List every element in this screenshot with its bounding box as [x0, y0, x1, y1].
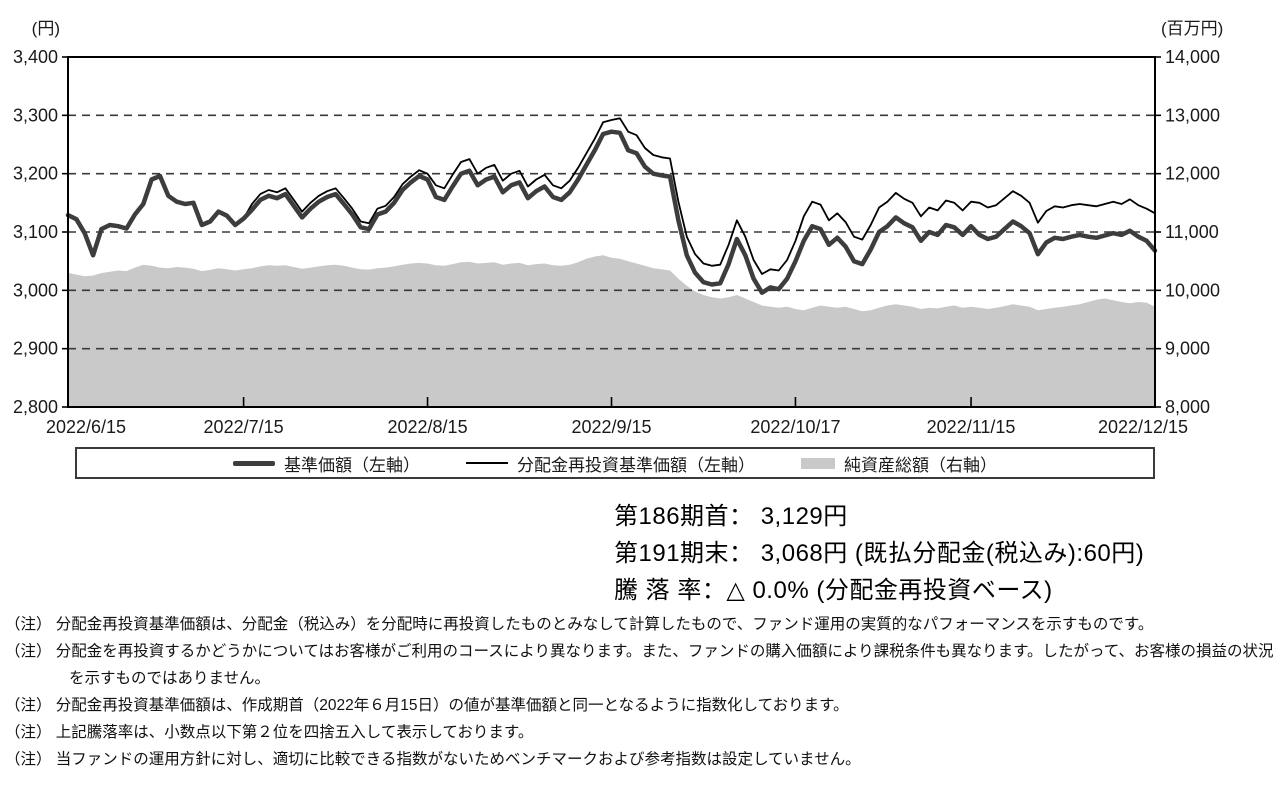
- footnote: （注） 上記騰落率は、小数点以下第２位を四捨五入して表示しております。: [5, 724, 534, 741]
- footnote: （注） 分配金再投資基準価額は、作成期首（2022年６月15日）の値が基準価額と…: [5, 697, 849, 714]
- thick-line-swatch-icon: [233, 460, 275, 466]
- left-axis-tick-label: 3,300: [13, 105, 58, 125]
- left-axis-tick-label: 3,100: [13, 222, 58, 242]
- legend-item-junshisan: 純資産総額（右軸）: [801, 451, 997, 476]
- left-axis-unit-label: (円): [32, 19, 60, 38]
- area-swatch-icon: [801, 457, 835, 469]
- right-axis-tick-label: 8,000: [1165, 397, 1210, 417]
- left-axis-tick-label: 2,900: [13, 339, 58, 359]
- legend-label-saitoushi: 分配金再投資基準価額（左軸）: [517, 455, 755, 475]
- x-axis-tick-label: 2022/11/15: [927, 417, 1016, 437]
- right-axis-tick-label: 14,000: [1165, 47, 1220, 67]
- x-axis-tick-label: 2022/7/15: [204, 417, 284, 437]
- net-assets-area-series: [68, 255, 1155, 407]
- right-axis-unit-label: (百万円): [1161, 19, 1223, 38]
- footnote: （注） 分配金を再投資するかどうかについてはお客様がご利用のコースにより異なりま…: [5, 643, 1274, 687]
- left-axis-tick-label: 3,200: [13, 164, 58, 184]
- summary-return-rate: 騰 落 率：△ 0.0% (分配金再投資ベース): [614, 577, 1053, 604]
- right-axis-tick-label: 9,000: [1165, 339, 1210, 359]
- x-axis-tick-label: 2022/9/15: [571, 417, 651, 437]
- thin-line-swatch-icon: [466, 462, 508, 464]
- legend-item-kijun: 基準価額（左軸）: [233, 451, 420, 476]
- right-axis-tick-label: 10,000: [1165, 280, 1220, 300]
- right-axis-tick-label: 11,000: [1165, 222, 1219, 242]
- chart-legend: 基準価額（左軸） 分配金再投資基準価額（左軸） 純資産総額（右軸）: [75, 447, 1155, 479]
- left-axis-tick-label: 3,400: [13, 47, 58, 67]
- period-summary: 第186期首： 3,129円 第191期末： 3,068円 (既払分配金(税込み…: [614, 498, 1144, 609]
- right-axis-tick-label: 13,000: [1165, 105, 1220, 125]
- footnotes: （注） 分配金再投資基準価額は、分配金（税込み）を分配時に再投資したものとみなし…: [5, 611, 1277, 773]
- legend-item-saitoushi: 分配金再投資基準価額（左軸）: [466, 451, 755, 476]
- legend-label-kijun: 基準価額（左軸）: [284, 455, 420, 475]
- x-axis-tick-label: 2022/6/15: [46, 417, 126, 437]
- legend-label-junshisan: 純資産総額（右軸）: [844, 455, 997, 475]
- x-axis-tick-label: 2022/8/15: [388, 417, 468, 437]
- summary-period-start: 第186期首： 3,129円: [614, 503, 848, 530]
- x-axis-tick-label: 2022/10/17: [750, 417, 840, 437]
- left-axis-tick-label: 2,800: [13, 397, 58, 417]
- summary-period-end: 第191期末： 3,068円 (既払分配金(税込み):60円): [614, 540, 1145, 567]
- footnote: （注） 当ファンドの運用方針に対し、適切に比較できる指数がないためベンチマークお…: [5, 751, 861, 768]
- performance-chart: 3,400 3,300 3,200 3,100 3,000 2,900 2,800 14,00…: [13, 19, 1223, 437]
- reinvested-nav-line-series: [67, 117, 1156, 275]
- x-axis-tick-label: 2022/12/15: [1098, 417, 1188, 437]
- left-axis-tick-label: 3,000: [13, 280, 58, 300]
- nav-line-series: [65, 129, 1158, 295]
- right-axis-tick-label: 12,000: [1165, 164, 1220, 184]
- footnote: （注） 分配金再投資基準価額は、分配金（税込み）を分配時に再投資したものとみなし…: [5, 616, 1154, 633]
